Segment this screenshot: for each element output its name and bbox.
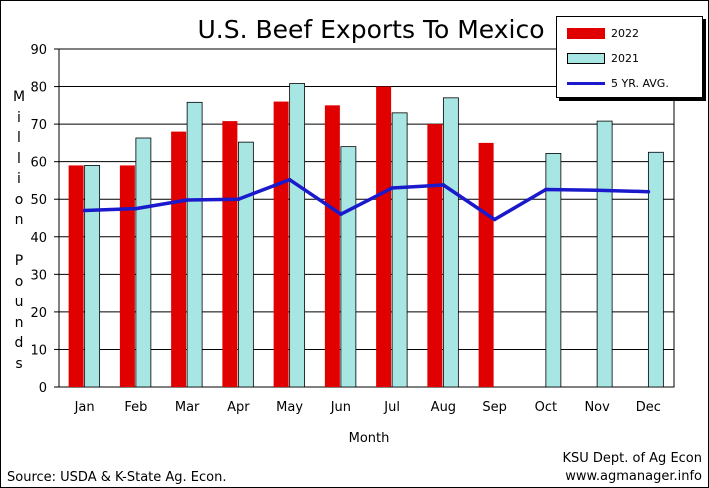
x-tick-label-Jul: Jul [383, 400, 400, 415]
x-axis-label: Month [348, 431, 390, 446]
y-axis-label-char: u [14, 294, 24, 310]
bar-2022-Apr [222, 121, 238, 388]
y-axis-label-char: d [14, 335, 24, 351]
y-axis-label-char: i [17, 171, 21, 187]
bar-2022-Sep [478, 142, 494, 387]
bar-2022-Jan [68, 165, 84, 387]
point-avg-Apr [236, 197, 241, 202]
y-tick-label-30: 30 [30, 268, 47, 283]
point-avg-Mar [185, 198, 189, 202]
point-avg-Sep [492, 217, 497, 222]
y-axis-label-char: n [14, 314, 24, 331]
line-5yr-avg [84, 177, 649, 222]
y-tick-label-20: 20 [30, 306, 47, 321]
point-avg-Jun [339, 212, 343, 217]
x-tick-label-Apr: Apr [227, 400, 250, 415]
point-avg-Jul [390, 186, 394, 190]
y-tick-label-40: 40 [30, 231, 47, 246]
bar-2022-May [273, 101, 289, 388]
bar-2022-Jun [324, 105, 340, 387]
bar-2021-Dec [647, 151, 664, 388]
point-avg-Feb [134, 206, 138, 211]
bar-2021-Jun [340, 146, 357, 388]
plot-area [58, 48, 675, 388]
x-tick-label-Mar: Mar [175, 400, 200, 415]
point-avg-Jan [82, 208, 87, 213]
bar-2021-Aug [442, 97, 459, 388]
bar-2022-Jul [376, 86, 392, 388]
y-axis-label-char: s [15, 355, 23, 372]
legend-line-avg [567, 81, 605, 85]
y-tick-label-10: 10 [30, 343, 47, 358]
x-tick-label-Dec: Dec [636, 400, 661, 415]
credit-line-1: KSU Dept. of Ag Econ [562, 451, 702, 466]
y-axis-label-char: i [17, 109, 21, 126]
bar-2021-Apr [237, 141, 254, 388]
credit-note: KSU Dept. of Ag Econ www.agmanager.info [562, 450, 702, 486]
y-tick-label-80: 80 [30, 81, 47, 96]
y-axis-label-char: o [14, 273, 24, 290]
y-axis-label-char: l [17, 150, 21, 167]
x-tick-label-Feb: Feb [124, 400, 147, 415]
y-axis-label-char: n [14, 212, 24, 228]
point-avg-Oct [544, 187, 548, 192]
legend-item-2022: 2022 [567, 25, 639, 41]
legend-label-2022: 2022 [611, 26, 639, 40]
x-tick-label-May: May [276, 400, 303, 415]
bar-2021-Feb [135, 137, 152, 388]
x-tick-label-Sep: Sep [482, 400, 507, 415]
point-avg-Nov [595, 188, 599, 193]
y-axis-label-char: l [17, 130, 21, 146]
x-tick-label-Oct: Oct [535, 400, 557, 415]
x-tick-label-Nov: Nov [584, 400, 610, 415]
legend-label-avg: 5 YR. AVG. [611, 76, 669, 90]
bar-2021-Nov [596, 120, 613, 388]
bar-2021-Jan [84, 165, 101, 388]
x-tick-label-Jan: Jan [74, 400, 95, 415]
bar-2021-Mar [186, 101, 203, 388]
legend-label-2021: 2021 [611, 51, 639, 65]
legend-item-avg: 5 YR. AVG. [567, 75, 669, 91]
point-avg-Aug [441, 183, 446, 187]
bar-2021-Jul [391, 112, 408, 388]
source-note: Source: USDA & K-State Ag. Econ. [7, 470, 227, 485]
y-tick-label-70: 70 [30, 118, 47, 133]
y-axis-label-char: M [12, 89, 26, 105]
bar-2022-Feb [119, 165, 135, 387]
y-axis-label-char [9, 231, 29, 252]
credit-line-2: www.agmanager.info [565, 469, 702, 484]
y-axis-label-char: o [14, 191, 24, 208]
bar-2021-May [289, 83, 306, 388]
point-avg-Dec [646, 189, 651, 194]
x-tick-label-Jun: Jun [330, 400, 351, 415]
legend-item-2021: 2021 [567, 50, 639, 66]
y-tick-label-50: 50 [30, 193, 47, 208]
y-axis-label-char: P [14, 253, 24, 269]
bar-2022-Aug [427, 124, 443, 387]
point-avg-May [287, 177, 292, 182]
chart-title: U.S. Beef Exports To Mexico [197, 15, 545, 44]
y-tick-label-90: 90 [30, 43, 47, 58]
bar-2022-Mar [171, 131, 187, 387]
bar-2021-Oct [545, 153, 562, 388]
y-tick-label-60: 60 [30, 156, 47, 171]
legend: 2022 2021 5 YR. AVG. [556, 16, 703, 98]
legend-swatch-2022 [567, 27, 605, 39]
legend-swatch-2021 [567, 52, 605, 64]
y-tick-label-0: 0 [39, 381, 47, 396]
x-tick-label-Aug: Aug [431, 400, 456, 415]
